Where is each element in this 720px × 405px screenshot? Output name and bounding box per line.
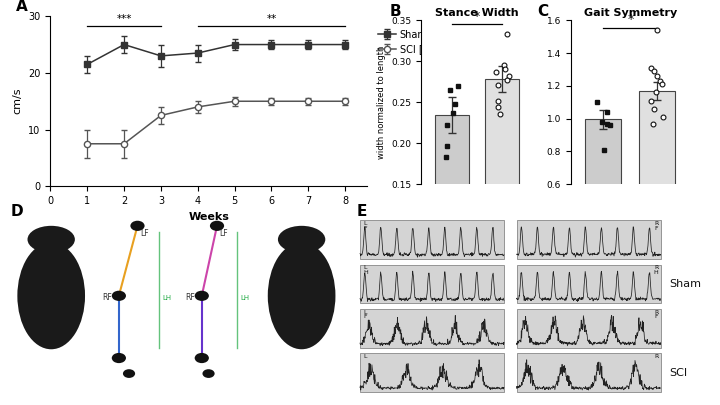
Text: E: E	[356, 205, 366, 220]
Ellipse shape	[194, 291, 209, 301]
Ellipse shape	[210, 221, 224, 231]
Text: Sham: Sham	[670, 279, 701, 289]
Bar	[360, 353, 504, 392]
Title: Gait Symmetry: Gait Symmetry	[584, 8, 677, 18]
Text: LF: LF	[140, 228, 149, 238]
Ellipse shape	[130, 221, 145, 231]
Text: LH: LH	[163, 295, 172, 301]
Bar	[360, 309, 504, 348]
Text: R
F: R F	[654, 221, 658, 230]
Text: L
F: L F	[363, 310, 366, 319]
Text: C: C	[538, 4, 549, 19]
Y-axis label: width normalized to length: width normalized to length	[377, 46, 386, 159]
Bar	[360, 220, 504, 259]
Ellipse shape	[278, 226, 325, 253]
Ellipse shape	[112, 291, 126, 301]
Bar	[516, 353, 660, 392]
Text: D: D	[11, 205, 23, 220]
Bar	[435, 115, 469, 307]
Text: RF: RF	[185, 293, 194, 302]
Ellipse shape	[194, 353, 209, 363]
Text: L
F: L F	[363, 221, 366, 230]
Text: RF: RF	[102, 293, 112, 302]
Text: B: B	[390, 4, 402, 19]
Ellipse shape	[112, 353, 126, 363]
Bar	[485, 79, 519, 307]
Text: ***: ***	[117, 14, 132, 24]
Legend: Sham, SCI [C5]: Sham, SCI [C5]	[379, 30, 439, 54]
Text: L
H: L H	[363, 266, 368, 275]
Y-axis label: cm/s: cm/s	[13, 88, 23, 115]
Bar	[516, 309, 660, 348]
Text: *: *	[474, 10, 480, 23]
Text: **: **	[266, 14, 276, 24]
Ellipse shape	[123, 369, 135, 378]
Ellipse shape	[17, 242, 85, 349]
Ellipse shape	[268, 242, 336, 349]
Text: R
H: R H	[654, 266, 658, 275]
X-axis label: Weeks: Weeks	[189, 211, 229, 222]
Text: R
F: R F	[654, 310, 658, 319]
Text: A: A	[16, 0, 27, 14]
Bar	[516, 264, 660, 303]
Bar	[360, 264, 504, 303]
Text: R: R	[654, 354, 658, 359]
Bar	[516, 220, 660, 259]
Text: *: *	[627, 13, 634, 26]
Title: Stance Width: Stance Width	[435, 8, 519, 18]
Text: LF: LF	[220, 228, 228, 238]
Text: SCI: SCI	[670, 368, 688, 377]
Ellipse shape	[27, 226, 75, 253]
Ellipse shape	[202, 369, 215, 378]
Bar	[585, 119, 621, 283]
Text: LH: LH	[240, 295, 250, 301]
Text: L: L	[363, 354, 366, 359]
Bar	[639, 91, 675, 283]
